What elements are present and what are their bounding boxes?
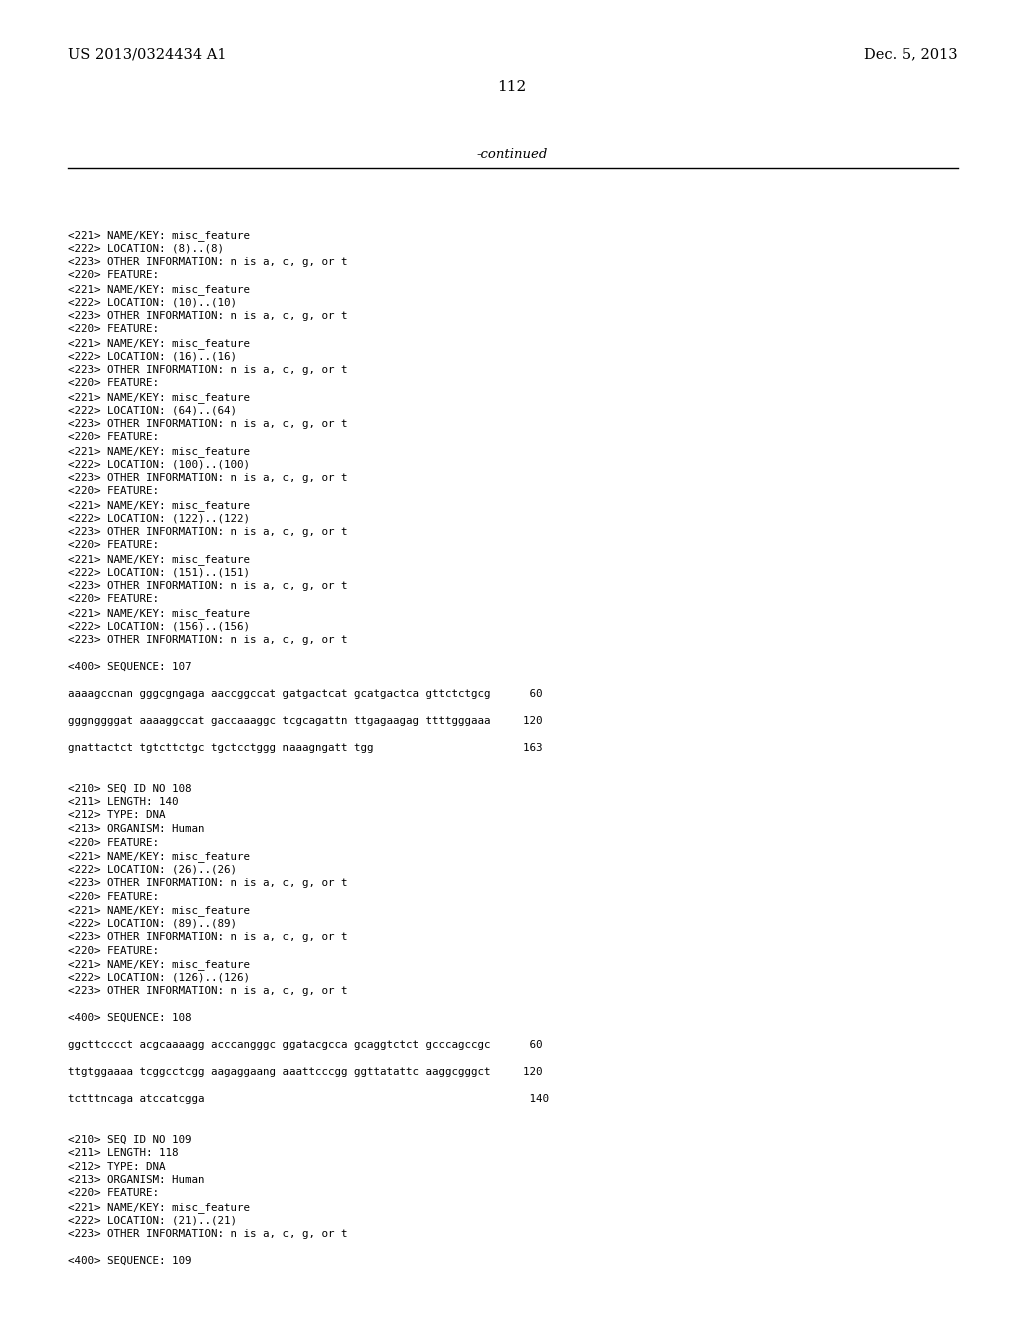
Text: <221> NAME/KEY: misc_feature: <221> NAME/KEY: misc_feature — [68, 338, 250, 348]
Text: tctttncaga atccatcgga                                                  140: tctttncaga atccatcgga 140 — [68, 1094, 549, 1104]
Text: <212> TYPE: DNA: <212> TYPE: DNA — [68, 1162, 166, 1172]
Text: <210> SEQ ID NO 108: <210> SEQ ID NO 108 — [68, 784, 191, 793]
Text: <220> FEATURE:: <220> FEATURE: — [68, 433, 159, 442]
Text: <221> NAME/KEY: misc_feature: <221> NAME/KEY: misc_feature — [68, 554, 250, 565]
Text: <222> LOCATION: (122)..(122): <222> LOCATION: (122)..(122) — [68, 513, 250, 524]
Text: <213> ORGANISM: Human: <213> ORGANISM: Human — [68, 824, 205, 834]
Text: <221> NAME/KEY: misc_feature: <221> NAME/KEY: misc_feature — [68, 906, 250, 916]
Text: <220> FEATURE:: <220> FEATURE: — [68, 379, 159, 388]
Text: <222> LOCATION: (89)..(89): <222> LOCATION: (89)..(89) — [68, 919, 237, 928]
Text: <221> NAME/KEY: misc_feature: <221> NAME/KEY: misc_feature — [68, 960, 250, 970]
Text: <222> LOCATION: (126)..(126): <222> LOCATION: (126)..(126) — [68, 973, 250, 982]
Text: <400> SEQUENCE: 107: <400> SEQUENCE: 107 — [68, 663, 191, 672]
Text: <220> FEATURE:: <220> FEATURE: — [68, 271, 159, 281]
Text: <223> OTHER INFORMATION: n is a, c, g, or t: <223> OTHER INFORMATION: n is a, c, g, o… — [68, 366, 347, 375]
Text: <221> NAME/KEY: misc_feature: <221> NAME/KEY: misc_feature — [68, 851, 250, 862]
Text: <400> SEQUENCE: 109: <400> SEQUENCE: 109 — [68, 1257, 191, 1266]
Text: <223> OTHER INFORMATION: n is a, c, g, or t: <223> OTHER INFORMATION: n is a, c, g, o… — [68, 878, 347, 888]
Text: <221> NAME/KEY: misc_feature: <221> NAME/KEY: misc_feature — [68, 446, 250, 457]
Text: ggcttcccct acgcaaaagg acccangggc ggatacgcca gcaggtctct gcccagccgc      60: ggcttcccct acgcaaaagg acccangggc ggatacg… — [68, 1040, 543, 1049]
Text: <221> NAME/KEY: misc_feature: <221> NAME/KEY: misc_feature — [68, 1203, 250, 1213]
Text: <220> FEATURE:: <220> FEATURE: — [68, 1188, 159, 1199]
Text: <222> LOCATION: (26)..(26): <222> LOCATION: (26)..(26) — [68, 865, 237, 874]
Text: <220> FEATURE:: <220> FEATURE: — [68, 594, 159, 605]
Text: gnattactct tgtcttctgc tgctcctggg naaagngatt tgg                       163: gnattactct tgtcttctgc tgctcctggg naaagng… — [68, 743, 543, 752]
Text: -continued: -continued — [476, 148, 548, 161]
Text: <222> LOCATION: (21)..(21): <222> LOCATION: (21)..(21) — [68, 1216, 237, 1225]
Text: <210> SEQ ID NO 109: <210> SEQ ID NO 109 — [68, 1134, 191, 1144]
Text: <222> LOCATION: (156)..(156): <222> LOCATION: (156)..(156) — [68, 622, 250, 631]
Text: <222> LOCATION: (151)..(151): <222> LOCATION: (151)..(151) — [68, 568, 250, 578]
Text: <221> NAME/KEY: misc_feature: <221> NAME/KEY: misc_feature — [68, 609, 250, 619]
Text: <211> LENGTH: 140: <211> LENGTH: 140 — [68, 797, 178, 807]
Text: <220> FEATURE:: <220> FEATURE: — [68, 891, 159, 902]
Text: <222> LOCATION: (100)..(100): <222> LOCATION: (100)..(100) — [68, 459, 250, 470]
Text: <220> FEATURE:: <220> FEATURE: — [68, 487, 159, 496]
Text: US 2013/0324434 A1: US 2013/0324434 A1 — [68, 48, 226, 61]
Text: <220> FEATURE:: <220> FEATURE: — [68, 540, 159, 550]
Text: <220> FEATURE:: <220> FEATURE: — [68, 325, 159, 334]
Text: <222> LOCATION: (10)..(10): <222> LOCATION: (10)..(10) — [68, 297, 237, 308]
Text: Dec. 5, 2013: Dec. 5, 2013 — [864, 48, 958, 61]
Text: <221> NAME/KEY: misc_feature: <221> NAME/KEY: misc_feature — [68, 230, 250, 242]
Text: <222> LOCATION: (16)..(16): <222> LOCATION: (16)..(16) — [68, 351, 237, 362]
Text: <220> FEATURE:: <220> FEATURE: — [68, 837, 159, 847]
Text: ttgtggaaaa tcggcctcgg aagaggaang aaattcccgg ggttatattc aaggcgggct     120: ttgtggaaaa tcggcctcgg aagaggaang aaattcc… — [68, 1067, 543, 1077]
Text: <213> ORGANISM: Human: <213> ORGANISM: Human — [68, 1175, 205, 1185]
Text: <222> LOCATION: (8)..(8): <222> LOCATION: (8)..(8) — [68, 243, 224, 253]
Text: <223> OTHER INFORMATION: n is a, c, g, or t: <223> OTHER INFORMATION: n is a, c, g, o… — [68, 635, 347, 645]
Text: <223> OTHER INFORMATION: n is a, c, g, or t: <223> OTHER INFORMATION: n is a, c, g, o… — [68, 932, 347, 942]
Text: <223> OTHER INFORMATION: n is a, c, g, or t: <223> OTHER INFORMATION: n is a, c, g, o… — [68, 312, 347, 321]
Text: <223> OTHER INFORMATION: n is a, c, g, or t: <223> OTHER INFORMATION: n is a, c, g, o… — [68, 581, 347, 591]
Text: gggnggggat aaaaggccat gaccaaaggc tcgcagattn ttgagaagag ttttgggaaa     120: gggnggggat aaaaggccat gaccaaaggc tcgcaga… — [68, 715, 543, 726]
Text: aaaagccnan gggcgngaga aaccggccat gatgactcat gcatgactca gttctctgcg      60: aaaagccnan gggcgngaga aaccggccat gatgact… — [68, 689, 543, 700]
Text: <221> NAME/KEY: misc_feature: <221> NAME/KEY: misc_feature — [68, 392, 250, 403]
Text: <223> OTHER INFORMATION: n is a, c, g, or t: <223> OTHER INFORMATION: n is a, c, g, o… — [68, 418, 347, 429]
Text: <220> FEATURE:: <220> FEATURE: — [68, 945, 159, 956]
Text: <223> OTHER INFORMATION: n is a, c, g, or t: <223> OTHER INFORMATION: n is a, c, g, o… — [68, 257, 347, 267]
Text: <400> SEQUENCE: 108: <400> SEQUENCE: 108 — [68, 1012, 191, 1023]
Text: <223> OTHER INFORMATION: n is a, c, g, or t: <223> OTHER INFORMATION: n is a, c, g, o… — [68, 1229, 347, 1239]
Text: <221> NAME/KEY: misc_feature: <221> NAME/KEY: misc_feature — [68, 284, 250, 294]
Text: <222> LOCATION: (64)..(64): <222> LOCATION: (64)..(64) — [68, 405, 237, 416]
Text: <211> LENGTH: 118: <211> LENGTH: 118 — [68, 1148, 178, 1158]
Text: <212> TYPE: DNA: <212> TYPE: DNA — [68, 810, 166, 821]
Text: <223> OTHER INFORMATION: n is a, c, g, or t: <223> OTHER INFORMATION: n is a, c, g, o… — [68, 473, 347, 483]
Text: 112: 112 — [498, 81, 526, 94]
Text: <223> OTHER INFORMATION: n is a, c, g, or t: <223> OTHER INFORMATION: n is a, c, g, o… — [68, 527, 347, 537]
Text: <223> OTHER INFORMATION: n is a, c, g, or t: <223> OTHER INFORMATION: n is a, c, g, o… — [68, 986, 347, 997]
Text: <221> NAME/KEY: misc_feature: <221> NAME/KEY: misc_feature — [68, 500, 250, 511]
